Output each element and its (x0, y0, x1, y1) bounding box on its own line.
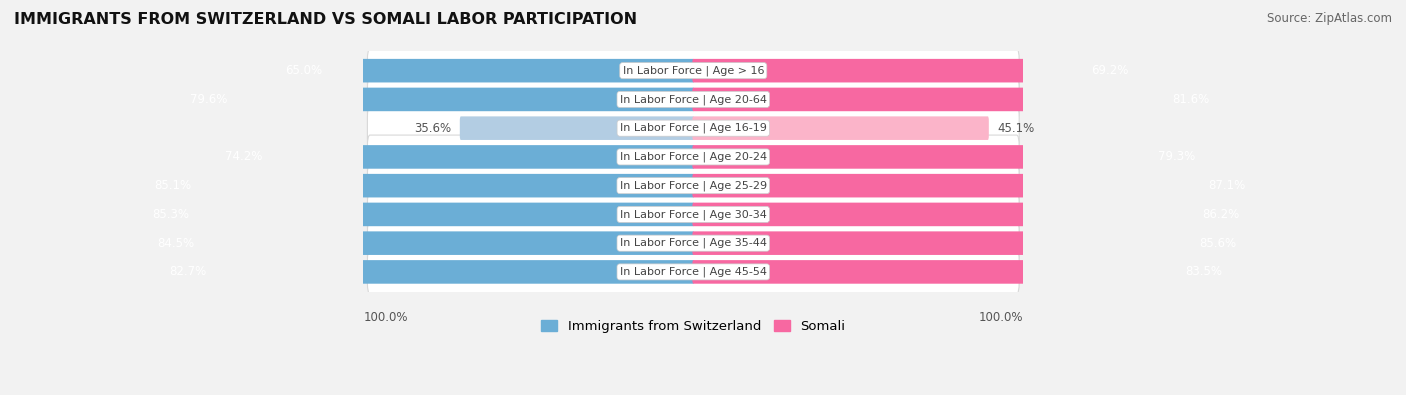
Text: 87.1%: 87.1% (1209, 179, 1246, 192)
FancyBboxPatch shape (141, 231, 695, 255)
Text: In Labor Force | Age 25-29: In Labor Force | Age 25-29 (620, 181, 766, 191)
Text: 65.0%: 65.0% (285, 64, 322, 77)
Text: In Labor Force | Age 20-24: In Labor Force | Age 20-24 (620, 152, 766, 162)
Text: In Labor Force | Age 35-44: In Labor Force | Age 35-44 (620, 238, 766, 248)
Text: IMMIGRANTS FROM SWITZERLAND VS SOMALI LABOR PARTICIPATION: IMMIGRANTS FROM SWITZERLAND VS SOMALI LA… (14, 12, 637, 27)
Text: 86.2%: 86.2% (1202, 208, 1240, 221)
Text: In Labor Force | Age 45-54: In Labor Force | Age 45-54 (620, 267, 766, 277)
Text: 79.6%: 79.6% (190, 93, 228, 106)
Text: 35.6%: 35.6% (413, 122, 451, 135)
FancyBboxPatch shape (367, 221, 1019, 265)
FancyBboxPatch shape (367, 164, 1019, 207)
FancyBboxPatch shape (460, 117, 695, 140)
FancyBboxPatch shape (367, 250, 1019, 294)
Text: 84.5%: 84.5% (157, 237, 195, 250)
Text: In Labor Force | Age 30-34: In Labor Force | Age 30-34 (620, 209, 766, 220)
Text: In Labor Force | Age > 16: In Labor Force | Age > 16 (623, 66, 763, 76)
Text: 85.6%: 85.6% (1199, 237, 1236, 250)
FancyBboxPatch shape (367, 77, 1019, 121)
FancyBboxPatch shape (136, 174, 695, 198)
Text: 81.6%: 81.6% (1173, 93, 1211, 106)
FancyBboxPatch shape (208, 145, 695, 169)
FancyBboxPatch shape (367, 49, 1019, 92)
FancyBboxPatch shape (267, 59, 695, 83)
FancyBboxPatch shape (367, 135, 1019, 179)
Text: In Labor Force | Age 16-19: In Labor Force | Age 16-19 (620, 123, 766, 134)
Text: 83.5%: 83.5% (1185, 265, 1222, 278)
FancyBboxPatch shape (367, 106, 1019, 150)
Text: In Labor Force | Age 20-64: In Labor Force | Age 20-64 (620, 94, 766, 105)
FancyBboxPatch shape (692, 203, 1257, 226)
FancyBboxPatch shape (692, 117, 988, 140)
Text: 45.1%: 45.1% (998, 122, 1035, 135)
Text: Source: ZipAtlas.com: Source: ZipAtlas.com (1267, 12, 1392, 25)
Text: 100.0%: 100.0% (979, 311, 1024, 324)
Text: 85.3%: 85.3% (152, 208, 190, 221)
Text: 82.7%: 82.7% (170, 265, 207, 278)
Text: 74.2%: 74.2% (225, 150, 263, 164)
Text: 100.0%: 100.0% (364, 311, 408, 324)
FancyBboxPatch shape (135, 203, 695, 226)
Text: 85.1%: 85.1% (153, 179, 191, 192)
FancyBboxPatch shape (173, 88, 695, 111)
FancyBboxPatch shape (692, 174, 1263, 198)
FancyBboxPatch shape (692, 145, 1212, 169)
FancyBboxPatch shape (692, 231, 1253, 255)
FancyBboxPatch shape (692, 260, 1240, 284)
Text: 79.3%: 79.3% (1157, 150, 1195, 164)
FancyBboxPatch shape (692, 88, 1227, 111)
FancyBboxPatch shape (152, 260, 695, 284)
FancyBboxPatch shape (367, 193, 1019, 236)
FancyBboxPatch shape (692, 59, 1146, 83)
Legend: Immigrants from Switzerland, Somali: Immigrants from Switzerland, Somali (536, 315, 851, 339)
Text: 69.2%: 69.2% (1091, 64, 1129, 77)
